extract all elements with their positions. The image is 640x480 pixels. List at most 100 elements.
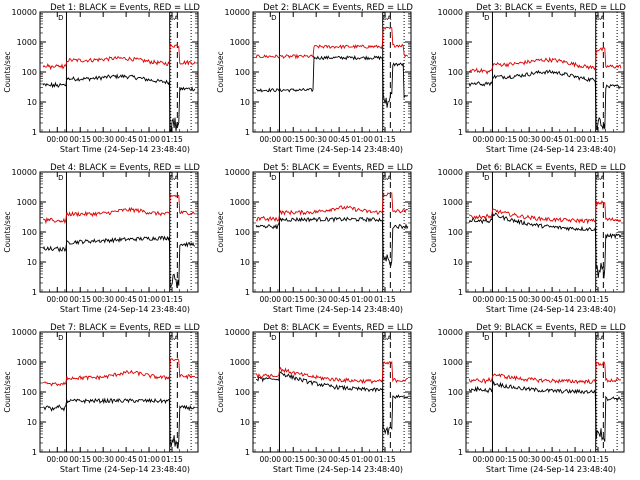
y-tick-label: 10000	[225, 8, 250, 17]
y-tick-label: 10000	[12, 8, 37, 17]
x-tick-label: 00:15	[282, 455, 304, 464]
y-tick-label: 100	[448, 68, 463, 77]
x-tick-label: 00:30	[518, 135, 540, 144]
marker-label: D	[271, 174, 276, 182]
x-tick-label: 00:45	[328, 295, 350, 304]
x-tick-label: 01:15	[587, 295, 609, 304]
plot-frame	[465, 11, 625, 133]
series-line-events	[256, 371, 409, 436]
y-axis-label: Counts/sec	[3, 211, 12, 252]
y-axis-label: Counts/sec	[3, 371, 12, 412]
series-line-events	[42, 73, 196, 132]
x-tick-label: 00:00	[259, 295, 281, 304]
x-tick-label: 00:45	[541, 455, 563, 464]
y-axis-label: Counts/sec	[216, 371, 225, 412]
plot-frame	[39, 331, 199, 453]
x-tick-label: 00:00	[472, 295, 494, 304]
y-tick-label: 100	[235, 388, 250, 397]
y-tick-label: 10	[27, 98, 37, 107]
y-tick-label: 1000	[230, 38, 250, 47]
x-tick-label: 00:15	[282, 295, 304, 304]
y-tick-label: 10	[453, 418, 463, 427]
y-tick-label: 10	[453, 258, 463, 267]
x-tick-label: 00:00	[472, 455, 494, 464]
x-tick-label: 01:15	[161, 455, 183, 464]
x-tick-label: 01:00	[564, 455, 586, 464]
y-tick-label: 10000	[438, 328, 463, 337]
x-tick-label: 00:00	[259, 455, 281, 464]
x-tick-label: 01:15	[587, 135, 609, 144]
x-tick-label: 00:15	[495, 295, 517, 304]
x-axis-label: Start Time (24-Sep-14 23:48:40)	[486, 465, 616, 474]
x-tick-label: 00:15	[69, 455, 91, 464]
x-tick-label: 00:00	[472, 135, 494, 144]
y-tick-label: 1000	[17, 198, 37, 207]
marker-label: D	[58, 14, 63, 22]
x-tick-label: 01:00	[564, 135, 586, 144]
x-axis-label: Start Time (24-Sep-14 23:48:40)	[273, 305, 403, 314]
x-tick-label: 01:15	[374, 135, 396, 144]
marker-label: D	[484, 14, 489, 22]
marker-label: SA	[596, 334, 605, 342]
series-line-events	[468, 212, 622, 279]
panel-title: Det 9: BLACK = Events, RED = LLD	[476, 323, 626, 333]
y-tick-label: 1000	[230, 198, 250, 207]
panel-det-3: Det 3: BLACK = Events, RED = LLD 1 10 100 10…	[429, 3, 626, 154]
y-tick-label: 10000	[438, 168, 463, 177]
marker-label: D	[58, 334, 63, 342]
series-line-lld	[42, 43, 196, 71]
x-tick-label: 01:15	[374, 455, 396, 464]
series-line-lld	[468, 360, 622, 385]
plot-frame	[39, 11, 199, 133]
y-tick-label: 1000	[443, 38, 463, 47]
panel-title: Det 5: BLACK = Events, RED = LLD	[263, 163, 413, 173]
x-tick-label: 00:30	[305, 135, 327, 144]
y-tick-label: 10	[27, 258, 37, 267]
y-tick-label: 10000	[438, 8, 463, 17]
y-axis-label: Counts/sec	[429, 51, 438, 92]
y-axis-label: Counts/sec	[3, 51, 12, 92]
x-axis-label: Start Time (24-Sep-14 23:48:40)	[273, 465, 403, 474]
marker-label: D	[271, 14, 276, 22]
x-tick-label: 00:45	[115, 295, 137, 304]
series-line-lld	[255, 192, 409, 223]
series-line-events	[255, 54, 409, 108]
x-tick-label: 00:30	[305, 295, 327, 304]
y-tick-label: 1	[245, 128, 250, 137]
panel-title: Det 8: BLACK = Events, RED = LLD	[263, 323, 413, 333]
x-tick-label: 01:00	[351, 135, 373, 144]
x-tick-label: 00:30	[92, 135, 114, 144]
marker-label: SA	[170, 14, 179, 22]
y-tick-label: 100	[235, 68, 250, 77]
x-tick-label: 00:30	[92, 455, 114, 464]
x-axis-label: Start Time (24-Sep-14 23:48:40)	[486, 145, 616, 154]
y-tick-label: 1	[245, 448, 250, 457]
x-axis-label: Start Time (24-Sep-14 23:48:40)	[486, 305, 616, 314]
panel-title: Det 1: BLACK = Events, RED = LLD	[50, 3, 200, 13]
y-axis-label: Counts/sec	[216, 211, 225, 252]
x-tick-label: 01:00	[351, 295, 373, 304]
x-axis-label: Start Time (24-Sep-14 23:48:40)	[60, 145, 190, 154]
x-tick-label: 00:45	[541, 135, 563, 144]
x-tick-label: 00:30	[305, 455, 327, 464]
y-tick-label: 1000	[443, 198, 463, 207]
x-tick-label: 00:45	[115, 135, 137, 144]
y-tick-label: 1000	[230, 358, 250, 367]
x-tick-label: 01:15	[587, 455, 609, 464]
series-line-lld	[255, 26, 409, 60]
y-tick-label: 1000	[17, 358, 37, 367]
marker-label: SA	[170, 174, 179, 182]
x-tick-label: 00:30	[92, 295, 114, 304]
x-tick-label: 00:45	[328, 455, 350, 464]
x-tick-label: 00:00	[46, 135, 68, 144]
y-axis-label: Counts/sec	[429, 371, 438, 412]
panel-title: Det 4: BLACK = Events, RED = LLD	[50, 163, 200, 173]
series-line-lld	[42, 194, 196, 225]
x-tick-label: 01:15	[161, 295, 183, 304]
y-tick-label: 100	[448, 388, 463, 397]
x-tick-label: 00:30	[518, 295, 540, 304]
x-tick-label: 01:15	[161, 135, 183, 144]
panel-det-2: Det 2: BLACK = Events, RED = LLD 1 10 100 10…	[216, 3, 413, 154]
x-tick-label: 00:45	[328, 135, 350, 144]
plot-frame	[252, 171, 412, 293]
